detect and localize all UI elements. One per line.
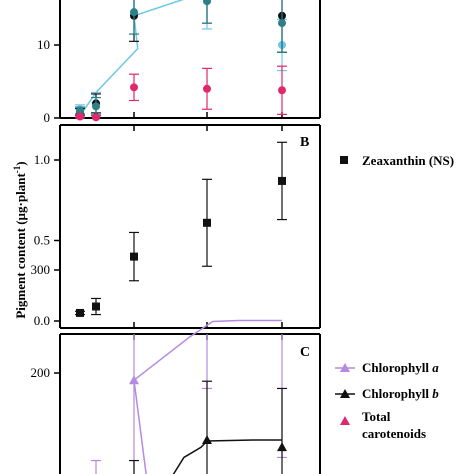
- panel-a-point-s2-p4: [278, 19, 286, 28]
- y-tick-label-panel-2: 200: [31, 365, 51, 380]
- legend-zeaxanthin-label: Zeaxanthin (NS): [362, 153, 454, 168]
- y-axis-label: Pigment content (µg·plant-1): [12, 161, 28, 318]
- legend-chl-b-label: Chlorophyll b: [362, 386, 439, 401]
- panel-a-point-s3-p3: [203, 84, 211, 93]
- panel-b-point-p3: [203, 218, 211, 227]
- panel-c-letter: C: [300, 345, 310, 360]
- legend-zeaxanthin-marker: [340, 156, 348, 164]
- legend-carot-label-1: Total: [362, 409, 391, 424]
- legend-chl-a-italic: a: [432, 360, 439, 375]
- legend-chl-a-label: Chlorophyll a: [362, 360, 439, 375]
- legend-c: Chlorophyll a Chlorophyll b Total carote…: [335, 360, 439, 441]
- panel-c-point-s1-p4: [277, 442, 287, 452]
- panel-a-point-s3-p1: [92, 113, 100, 122]
- y-tick-label-panel-1: 0.0: [34, 313, 50, 328]
- y-axis-label-close: ): [13, 161, 28, 165]
- legend-carot-label-2: carotenoids: [362, 426, 426, 441]
- y-tick-label-panel-1: 0.5: [34, 233, 50, 248]
- legend-chl-b-marker: [340, 389, 350, 398]
- panel-b-point-p1: [92, 302, 100, 311]
- panel-a-point-s2-p3: [203, 0, 211, 6]
- panel-a-point-s3-p0: [76, 112, 84, 121]
- panel-c-point-s0-p2: [129, 375, 139, 385]
- fit-line-panel-c-1: [172, 439, 282, 474]
- legend-carot-marker: [340, 416, 350, 425]
- axis-ticks: 0 10 0.0 0.5 1.0 200 300: [31, 37, 283, 380]
- panel-a-point-s2-p0: [76, 106, 84, 115]
- legend-chl-b-italic: b: [432, 386, 439, 401]
- legend-b: Zeaxanthin (NS): [340, 153, 454, 168]
- legend-chl-a-prefix: Chlorophyll: [362, 360, 432, 375]
- panel-b-letter: B: [300, 135, 309, 150]
- y-axis-label-main: Pigment content (µg·plant: [13, 173, 28, 319]
- chart-marks: [75, 0, 287, 474]
- y-axis-label-sup: -1: [12, 165, 22, 173]
- panel-a-point-s2-p1: [92, 102, 100, 111]
- fit-line-panel-a: [79, 0, 184, 117]
- y-tick-label-panel-0: 10: [37, 37, 50, 52]
- panel-b-point-p2: [130, 252, 138, 261]
- fit-line-panel-c-0: [133, 319, 282, 474]
- panel-b-point-p4: [278, 176, 286, 185]
- y-tick-label-panel-0: 0: [44, 110, 51, 125]
- panel-a-point-s3-p2: [130, 83, 138, 92]
- legend-chl-b-prefix: Chlorophyll: [362, 386, 432, 401]
- panel-a-point-s3-p4: [278, 86, 286, 95]
- y-tick-label-panel-2: 300: [31, 262, 51, 277]
- panel-a-point-s2-p2: [130, 8, 138, 17]
- panel-frames: [59, 0, 321, 474]
- panel-c-point-s1-p3: [202, 434, 212, 444]
- legend-chl-a-marker: [340, 363, 350, 372]
- y-tick-label-panel-1: 1.0: [34, 152, 50, 167]
- panel-b-point-p0: [76, 308, 84, 317]
